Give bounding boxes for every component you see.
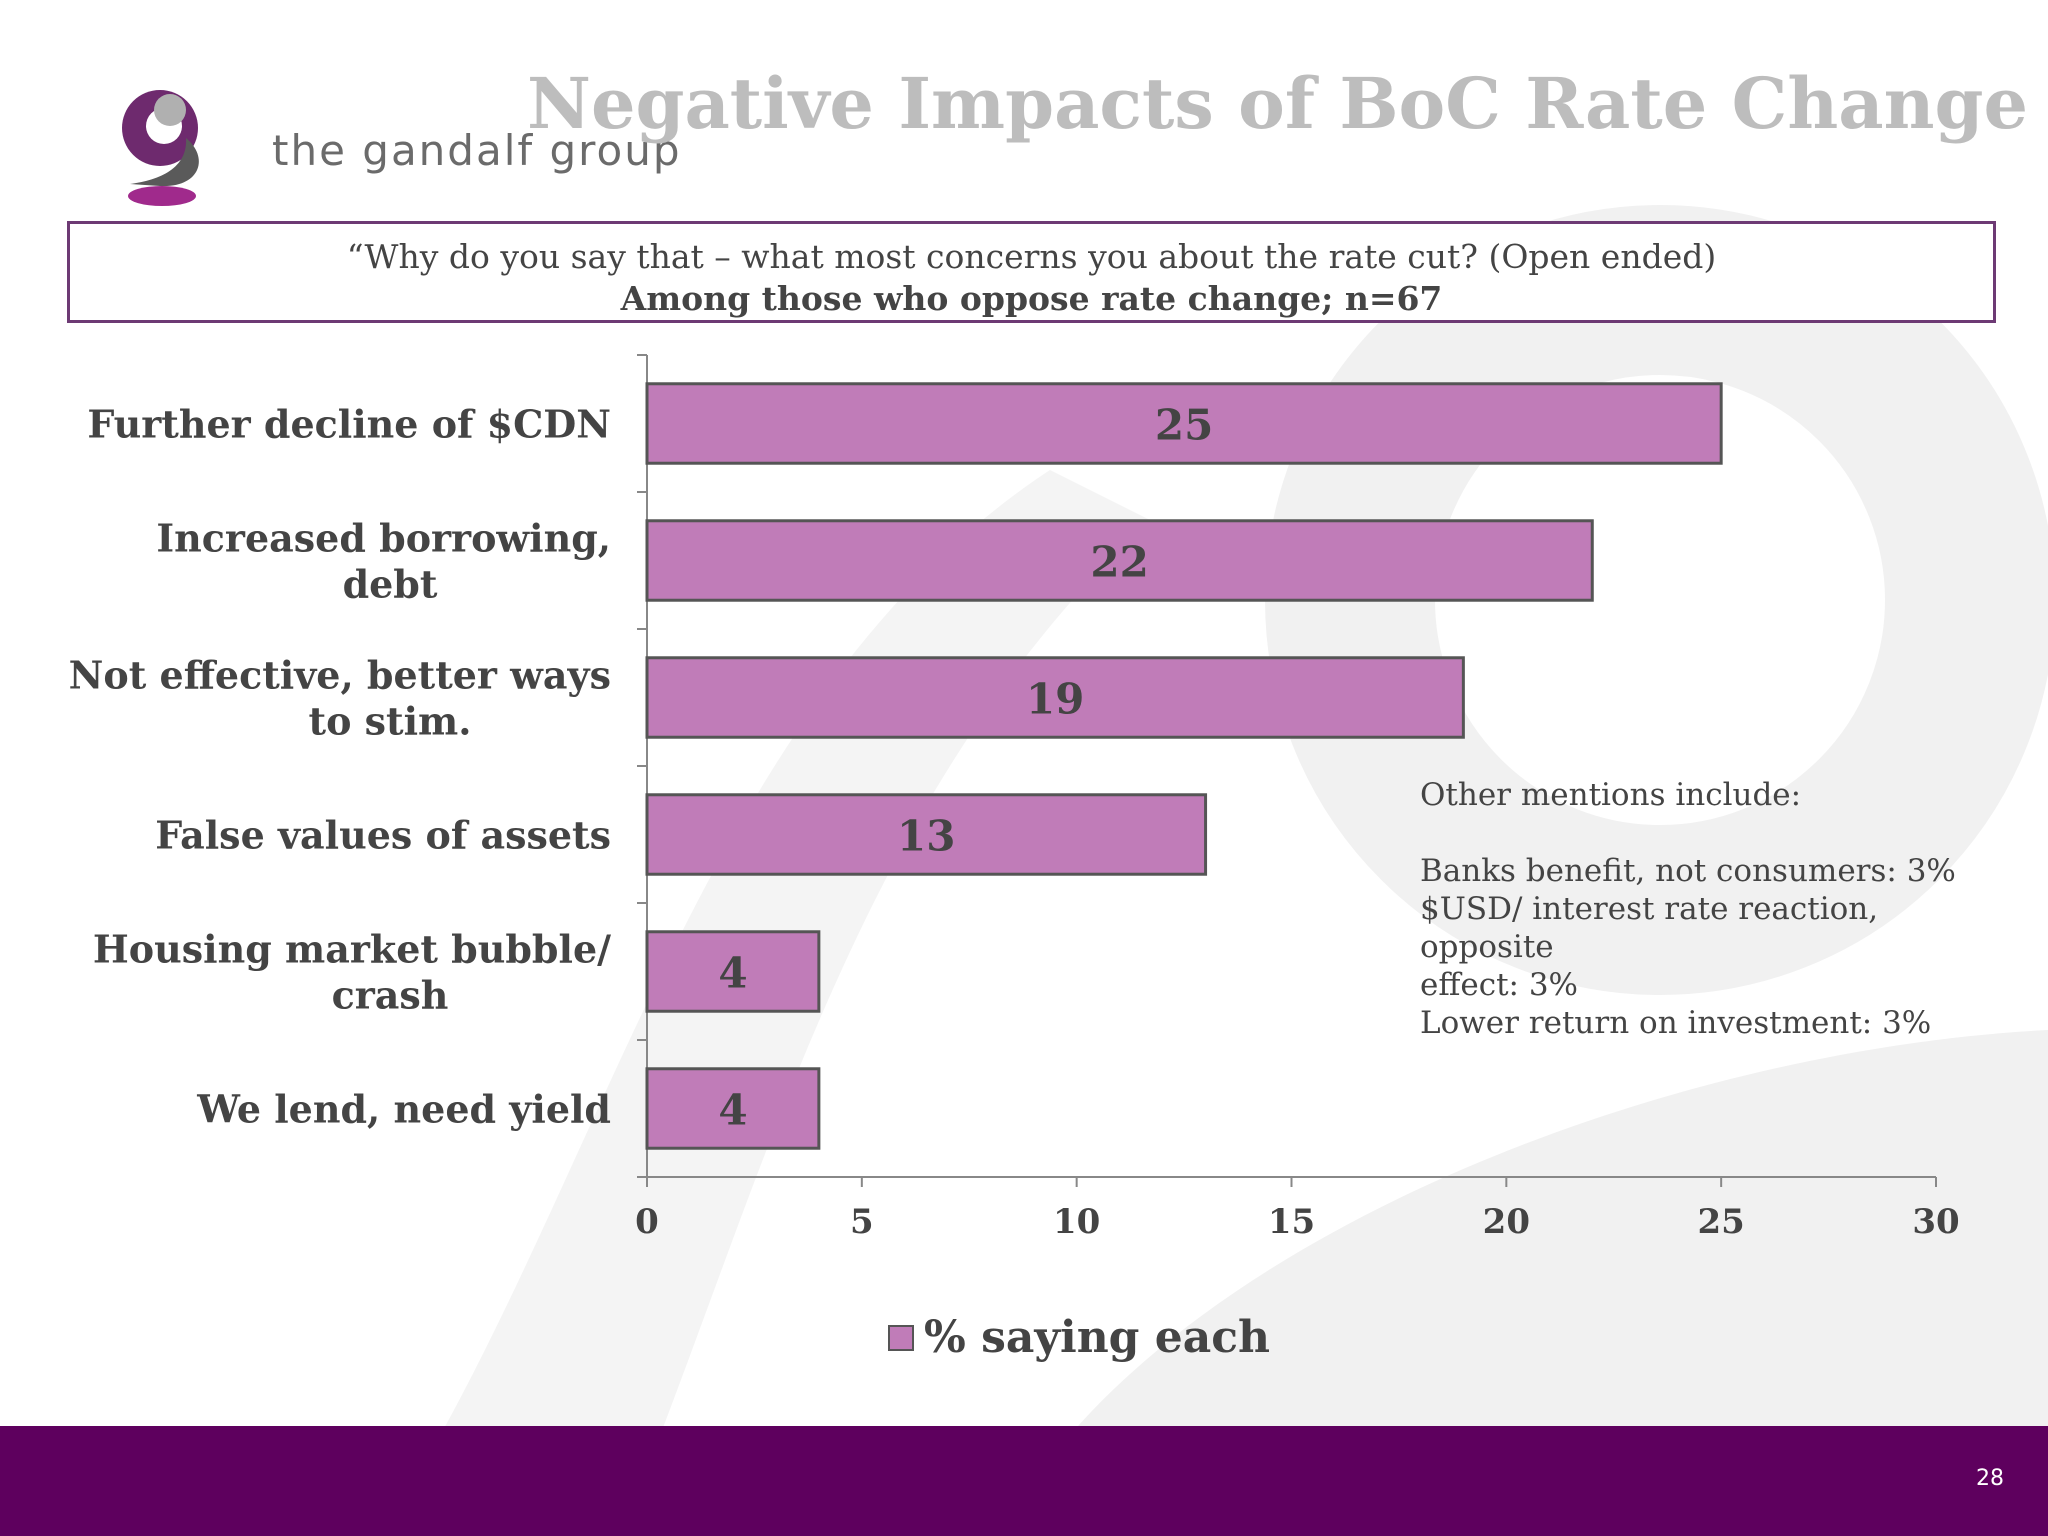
question-text: “Why do you say that – what most concern… xyxy=(346,237,1717,276)
other-mention-item: Lower return on investment: 3% xyxy=(1420,1005,1932,1041)
x-tick-label: 30 xyxy=(1912,1202,1959,1242)
bar xyxy=(645,656,1465,739)
category-label: We lend, need yield xyxy=(196,1087,611,1132)
bar-chart: 0 5 10 15 20 25 30 25 Further decline of $CDN 22 I… xyxy=(69,354,1960,1242)
x-tick-label: 10 xyxy=(1053,1202,1100,1242)
bar xyxy=(645,519,1594,602)
legend-swatch xyxy=(888,1324,914,1351)
category-label: False values of assets xyxy=(155,813,611,858)
x-tick-label: 20 xyxy=(1483,1202,1530,1242)
bar xyxy=(645,1067,821,1150)
data-label: 4 xyxy=(718,1086,747,1135)
page-number: 28 xyxy=(1976,1466,2004,1491)
category-label: Increased borrowing, xyxy=(156,516,611,561)
logo-text: the gandalf group xyxy=(272,126,682,175)
legend-label: % saying each xyxy=(924,1312,1271,1363)
question-box: “Why do you say that – what most concern… xyxy=(67,221,1996,323)
other-mention-item: $USD/ interest rate reaction, opposite xyxy=(1420,891,1879,965)
bar xyxy=(645,382,1723,465)
category-label: Housing market bubble/ xyxy=(93,927,611,972)
other-mention-item: Banks benefit, not consumers: 3% xyxy=(1420,853,1956,889)
other-mentions: Other mentions include: Banks benefit, n… xyxy=(1420,776,1980,1042)
data-label: 19 xyxy=(1026,675,1084,724)
x-tick-label: 5 xyxy=(850,1202,874,1242)
category-label: crash xyxy=(332,973,449,1018)
chart-legend: % saying each xyxy=(888,1312,1270,1363)
x-tick-label: 15 xyxy=(1268,1202,1315,1242)
category-label: debt xyxy=(343,562,438,607)
bar xyxy=(645,793,1208,876)
other-mention-item: effect: 3% xyxy=(1420,967,1579,1003)
x-tick-label: 0 xyxy=(635,1202,659,1242)
category-label: Further decline of $CDN xyxy=(87,402,611,447)
category-label: to stim. xyxy=(309,699,472,744)
gandalf-logo xyxy=(122,90,199,206)
data-label: 25 xyxy=(1155,401,1213,450)
footer-bar: 28 xyxy=(0,1426,2048,1536)
data-label: 22 xyxy=(1090,538,1148,587)
data-label: 4 xyxy=(718,949,747,998)
other-mentions-title: Other mentions include: xyxy=(1420,777,1802,813)
slide-title: Negative Impacts of BoC Rate Change xyxy=(526,62,2028,145)
x-tick-label: 25 xyxy=(1698,1202,1745,1242)
base-text: Among those who oppose rate change; n=67 xyxy=(620,279,1443,318)
bar xyxy=(645,930,821,1013)
category-label: Not effective, better ways xyxy=(69,653,611,698)
data-label: 13 xyxy=(897,812,955,861)
